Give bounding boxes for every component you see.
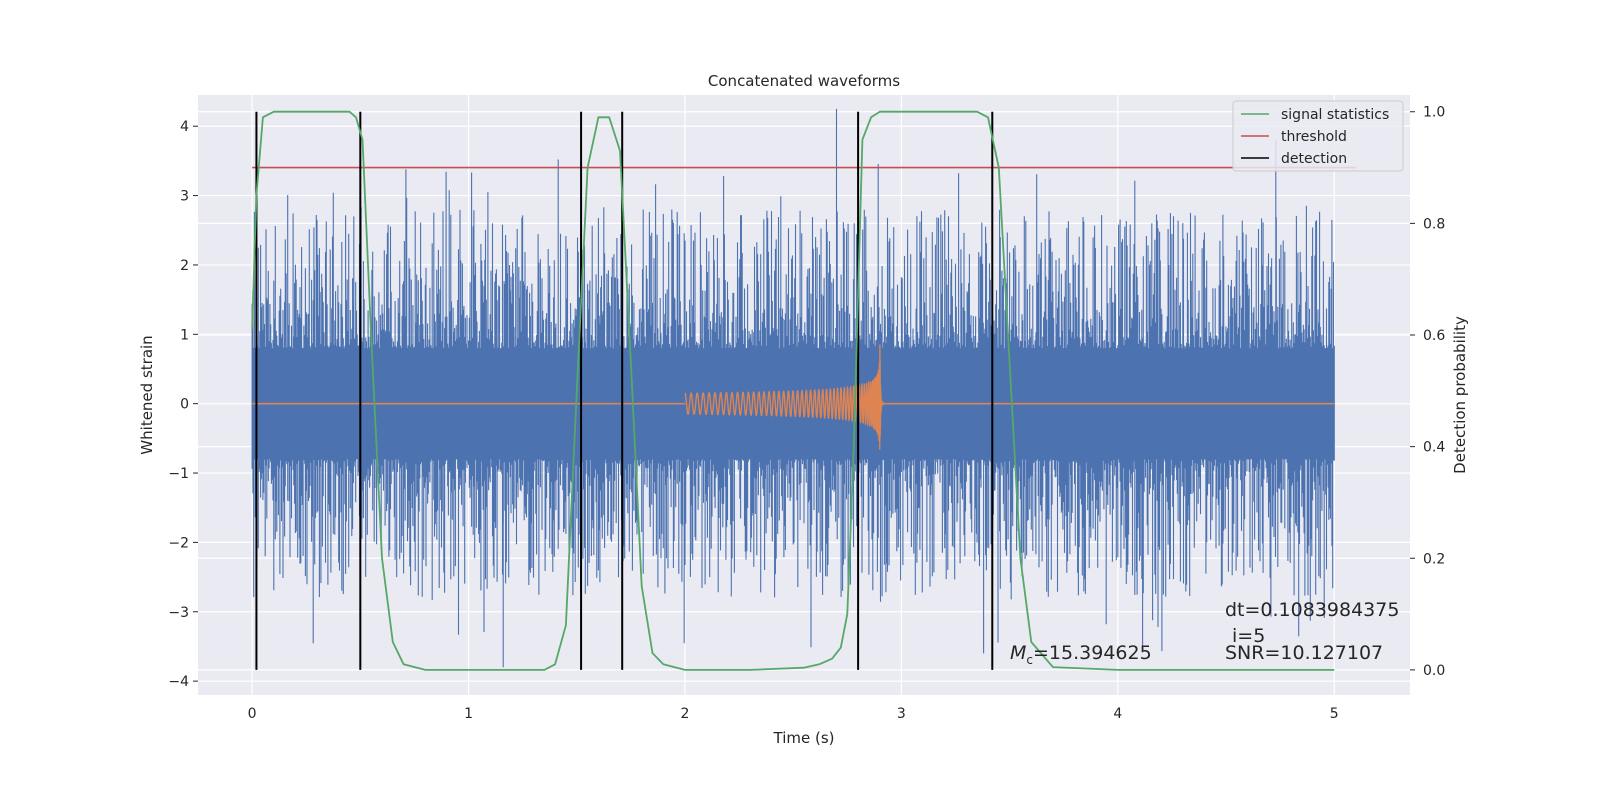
y-axis-label: Whitened strain bbox=[138, 335, 156, 454]
chart-title: Concatenated waveforms bbox=[708, 72, 900, 90]
y2-tick-label: 1.0 bbox=[1423, 105, 1445, 121]
x-tick-label: 3 bbox=[897, 706, 906, 722]
annotation-mc-subscript: c bbox=[1026, 653, 1033, 667]
y-tick-label: 1 bbox=[180, 327, 189, 343]
annotation-dt: dt=0.1083984375 bbox=[1225, 599, 1399, 621]
y-tick-label: 3 bbox=[180, 189, 189, 205]
y2-tick-label: 0.4 bbox=[1423, 440, 1445, 456]
axis-ticks: 0 1 2 3 4 5 −4 −3 −2 −1 0 1 2 3 4 0.0 0.2 0.4 0.6 0.8 1.0 bbox=[168, 105, 1445, 722]
annotation-chirp-mass: Mc=15.394625 bbox=[1010, 642, 1152, 667]
x-tick-label: 4 bbox=[1113, 706, 1122, 722]
y2-axis-label: Detection probability bbox=[1451, 316, 1469, 474]
legend-box bbox=[1232, 100, 1404, 172]
legend-label-signal-statistics: signal statistics bbox=[1281, 107, 1389, 123]
x-tick-label: 5 bbox=[1330, 706, 1339, 722]
x-tick-label: 0 bbox=[248, 706, 257, 722]
y-tick-label: −3 bbox=[168, 605, 189, 621]
annotation-snr: SNR=10.127107 bbox=[1225, 642, 1383, 664]
legend-label-detection: detection bbox=[1281, 151, 1347, 167]
x-tick-label: 2 bbox=[681, 706, 690, 722]
y2-tick-label: 0.6 bbox=[1423, 328, 1445, 344]
legend-label-threshold: threshold bbox=[1281, 129, 1347, 145]
y-tick-label: −2 bbox=[168, 535, 189, 551]
template-chirp bbox=[684, 344, 885, 450]
x-tick-label: 1 bbox=[464, 706, 473, 722]
y-tick-label: −4 bbox=[168, 674, 189, 690]
y2-tick-label: 0.2 bbox=[1423, 551, 1445, 567]
y-tick-label: 4 bbox=[180, 119, 189, 135]
signal-statistics-line bbox=[251, 110, 1335, 671]
annotation-mc-value: =15.394625 bbox=[1033, 642, 1152, 664]
y2-tick-label: 0.0 bbox=[1423, 663, 1445, 679]
template-series bbox=[252, 344, 1335, 450]
annotation-mc-symbol: M bbox=[1010, 642, 1026, 664]
legend: signal statistics threshold detection bbox=[1232, 100, 1404, 172]
y-tick-label: 2 bbox=[180, 258, 189, 274]
y-tick-label: 0 bbox=[180, 397, 189, 413]
y2-tick-label: 0.8 bbox=[1423, 216, 1445, 232]
y-tick-label: −1 bbox=[168, 466, 189, 482]
x-axis-label: Time (s) bbox=[773, 729, 835, 747]
annotation-index: i=5 bbox=[1232, 625, 1265, 647]
probability-series bbox=[251, 110, 1356, 671]
